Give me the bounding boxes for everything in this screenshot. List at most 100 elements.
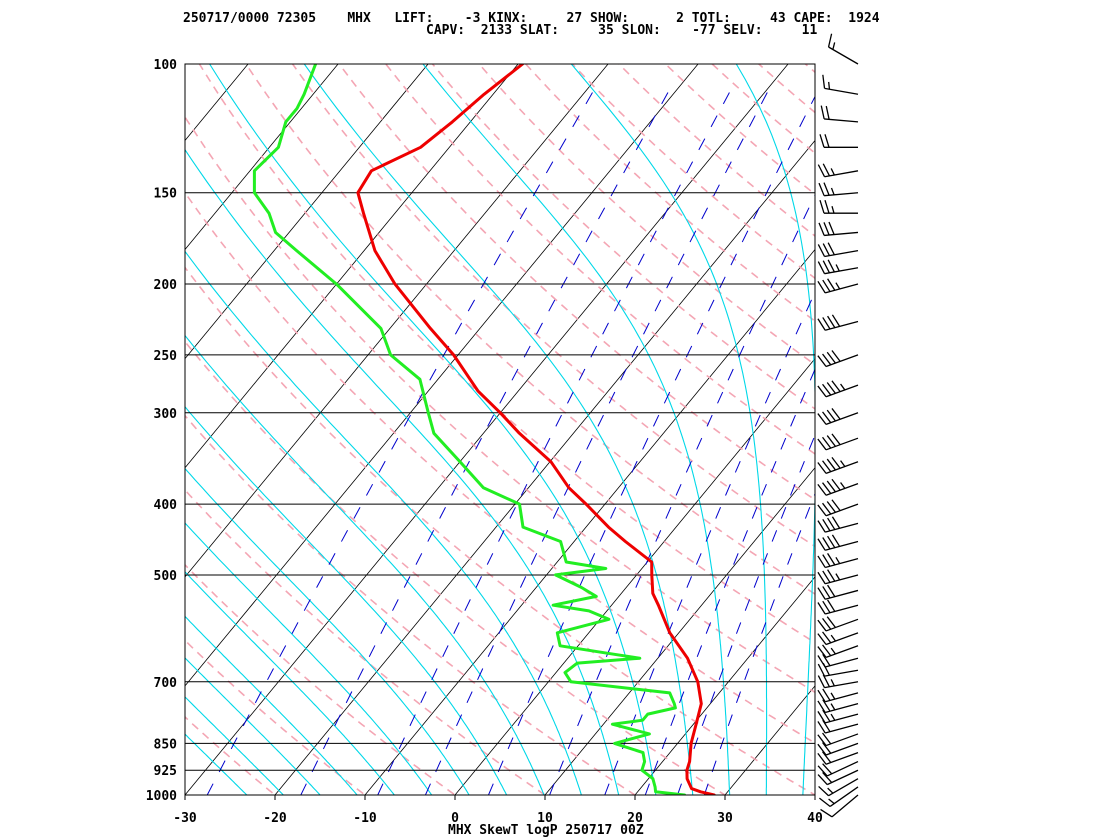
wind-barb-feather <box>831 350 841 362</box>
mixing-ratio-dash <box>427 530 435 542</box>
dry-adiabat-line <box>757 64 815 114</box>
wind-barb-shaft <box>825 742 859 756</box>
mixing-ratio-dash <box>734 460 741 473</box>
wind-barb-feather <box>826 351 836 364</box>
wind-barb-shaft <box>824 87 859 95</box>
wind-barb <box>817 616 859 632</box>
mixing-ratio-dash <box>499 391 507 404</box>
mixing-ratio-dash <box>799 460 805 473</box>
wind-barb-feather <box>822 644 832 657</box>
mixing-ratio-dash <box>924 116 929 127</box>
wind-barb-shaft <box>825 412 859 426</box>
mixing-ratio-dash <box>602 322 609 335</box>
mixing-ratio-dash <box>733 553 739 565</box>
wind-barb <box>817 380 859 398</box>
header-line-1: 250717/0000 72305 MHX LIFT: -3 KINX: 27 … <box>183 11 880 26</box>
mixing-ratio-dash <box>761 483 767 496</box>
mixing-ratio-dash <box>661 92 669 105</box>
chart-series <box>252 64 716 795</box>
wind-barb-shaft <box>824 657 859 668</box>
wind-barb-feather <box>817 774 828 786</box>
isotherm-line <box>814 794 815 795</box>
mixing-ratio-dash <box>620 368 627 381</box>
wind-barb-feather <box>824 134 830 148</box>
wind-barb-column <box>817 33 859 818</box>
wind-barb-feather <box>820 105 825 120</box>
wind-barb-shaft <box>825 483 859 496</box>
moist-adiabat-line <box>185 467 470 795</box>
mixing-ratio-dash <box>795 322 802 335</box>
mixing-ratio-dash <box>903 93 908 104</box>
temperature-tick-label: -20 <box>263 811 287 826</box>
moist-adiabat-line <box>185 334 545 795</box>
mixing-ratio-dash <box>710 691 716 704</box>
wind-barb-feather <box>822 688 831 701</box>
wind-barb-feather <box>826 458 836 471</box>
mixing-ratio-dash <box>710 115 718 128</box>
mixing-ratio-dash <box>781 253 788 266</box>
wind-barb-feather <box>817 484 827 496</box>
mixing-ratio-dash <box>409 714 416 727</box>
mixing-ratio-dash <box>685 345 693 358</box>
mixing-ratio-dash <box>604 783 610 795</box>
mixing-ratio-dash <box>610 507 617 519</box>
dry-adiabat-line <box>185 793 187 795</box>
mixing-ratio-dash <box>725 161 732 174</box>
moist-adiabat-line <box>185 522 433 795</box>
mixing-ratio-dash <box>837 139 843 150</box>
wind-barb-feather <box>831 456 841 469</box>
mixing-ratio-dash <box>649 230 657 243</box>
moist-adiabat-line <box>185 696 285 795</box>
wind-barb-shaft <box>825 437 859 451</box>
wind-barb-half-feather <box>835 264 840 272</box>
mixing-ratio-dash <box>655 530 662 542</box>
mixing-ratio-dash <box>644 783 650 795</box>
moist-adiabat-line <box>209 64 657 795</box>
wind-barb-feather <box>817 734 827 746</box>
wind-barb-feather <box>831 516 841 529</box>
mixing-ratio-dash <box>751 507 758 519</box>
wind-barb-feather <box>831 314 841 327</box>
wind-barb-shaft <box>824 574 859 585</box>
wind-barb-feather <box>819 134 825 148</box>
wind-barb-half-feather <box>830 647 836 655</box>
mixing-ratio-dash <box>887 254 892 265</box>
isotherm-line <box>185 64 249 142</box>
wind-barb-feather <box>817 752 827 765</box>
wind-barb-shaft <box>824 681 859 689</box>
pressure-axis: 100 150 200 250 300 400 500 700 850 925 1000 <box>146 58 177 804</box>
wind-barb <box>817 751 859 765</box>
wind-barb-shaft <box>824 192 859 197</box>
wind-barb-feather <box>817 538 826 551</box>
mixing-ratio-dash <box>279 645 287 658</box>
wind-barb-half-feather <box>830 692 836 700</box>
moist-adiabat-line <box>570 64 768 795</box>
mixing-ratio-dash <box>744 599 751 611</box>
wind-barb-feather <box>822 74 826 89</box>
mixing-ratio-dash <box>810 95 815 105</box>
wind-barb-feather <box>817 318 826 331</box>
dry-adiabat-line <box>338 64 815 501</box>
wind-barb-feather <box>817 655 826 668</box>
wind-barb-feather <box>817 413 827 425</box>
wind-barb-feather <box>822 243 831 256</box>
header-line-2: CAPV: 2133 SLAT: 35 SLON: -77 SELV: 11 <box>426 23 818 38</box>
mixing-ratio-dash <box>585 92 593 105</box>
mixing-ratio-dash <box>599 530 606 542</box>
mixing-ratio-dash <box>642 437 649 450</box>
mixing-ratio-dash <box>537 668 544 681</box>
wind-barb-feather <box>817 462 827 474</box>
mixing-ratio-dash <box>605 645 612 657</box>
wind-barb-feather <box>817 385 827 398</box>
mixing-ratio-dash <box>532 184 541 197</box>
mixing-ratio-dash <box>838 369 843 380</box>
mixing-ratio-dash <box>696 437 703 450</box>
mixing-ratio-dash <box>838 231 843 242</box>
dry-adiabat-line <box>804 64 815 74</box>
wind-barb-feather <box>827 259 835 273</box>
wind-barb <box>818 778 859 797</box>
mixing-ratio-dash <box>851 392 856 403</box>
wind-barb-feather <box>824 200 830 214</box>
wind-barb-shaft <box>825 354 859 368</box>
mixing-ratio-dash <box>575 460 582 473</box>
